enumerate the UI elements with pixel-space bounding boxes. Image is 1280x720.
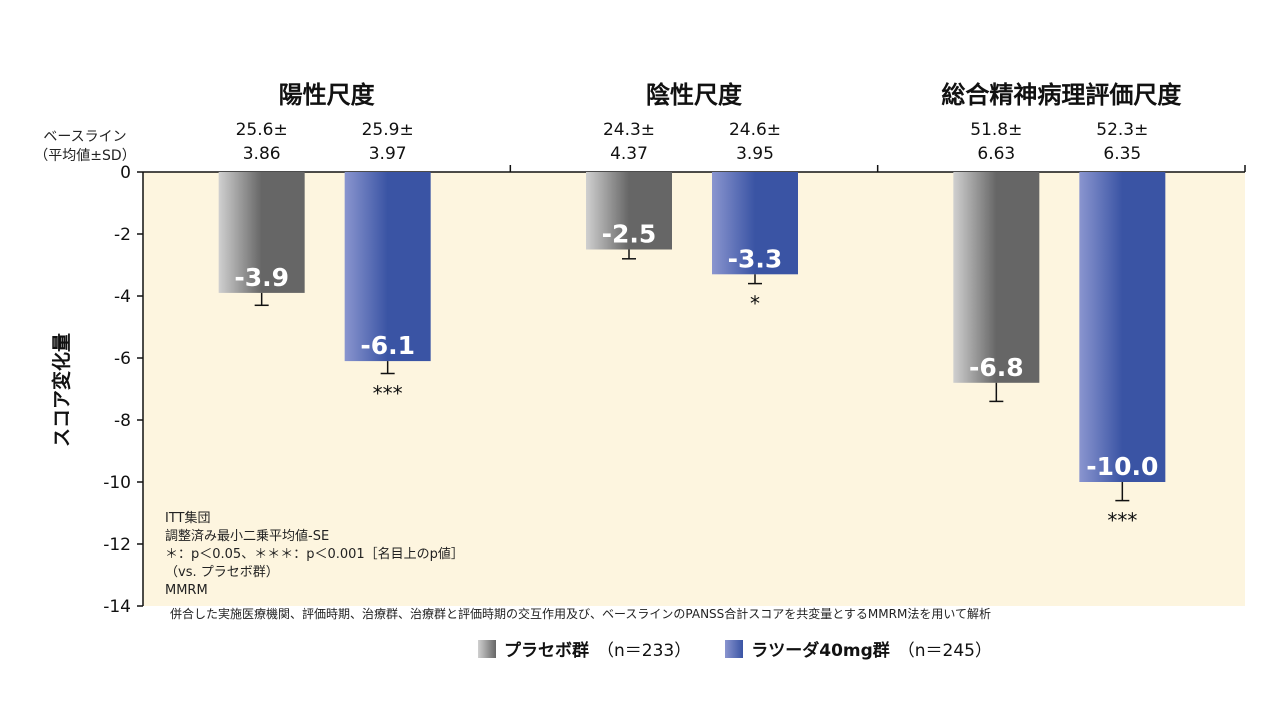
bar [586,172,672,250]
plot-background [143,172,1245,606]
baseline-value: 52.3± [1096,120,1148,140]
note-line: ＊：p＜0.05、＊＊＊：p＜0.001［名目上のp値］ [165,546,464,562]
baseline-sd: 3.95 [736,144,774,164]
legend-swatch-latuda [725,639,744,658]
significance-marker: *** [373,382,403,406]
note-line: ITT集団 [165,510,211,526]
legend-n: （n＝245） [897,641,993,661]
legend-label: ラツーダ40mg群 [751,641,890,661]
baseline-value: 25.9± [362,120,414,140]
bar [218,172,305,293]
y-tick-label: 0 [120,163,131,183]
y-axis-title: スコア変化量 [50,333,73,447]
note-line: MMRM [165,583,208,598]
group-title: 陽性尺度 [279,81,376,109]
footnote: 併合した実施医療機関、評価時期、治療群、治療群と評価時期の交互作用及び、ベースラ… [170,606,991,621]
significance-marker: *** [1107,509,1137,533]
bar [953,172,1040,383]
significance-marker: * [750,292,760,316]
notes-block: ITT集団 調整済み最小二乗平均値-SE ＊：p＜0.05、＊＊＊：p＜0.00… [165,510,464,598]
y-tick-label: -4 [114,287,131,307]
bar [1079,172,1166,482]
bar [712,172,798,275]
y-tick-label: -10 [103,473,131,493]
baseline-header-line1: ベースライン [43,129,126,145]
baseline-sd: 6.63 [977,144,1015,164]
baseline-value: 24.6± [729,120,781,140]
baseline-sd: 4.37 [610,144,648,164]
bar [344,172,431,362]
baseline-sd: 6.35 [1103,144,1141,164]
bar-value-label: -2.5 [602,220,657,249]
legend-n: （n＝233） [597,641,692,661]
baseline-value: 25.6± [236,120,288,140]
bar-value-label: -6.1 [360,331,415,360]
group-title: 陰性尺度 [646,81,743,109]
group-title: 総合精神病理評価尺度 [941,81,1182,109]
bar-value-label: -10.0 [1086,452,1158,481]
legend-item-placebo: プラセボ群 （n＝233） [478,636,691,661]
y-tick-label: -12 [103,535,131,555]
baseline-sd: 3.97 [369,144,407,164]
legend-swatch-placebo [478,639,496,658]
y-tick-label: -8 [114,411,131,431]
note-line: 調整済み最小二乗平均値-SE [165,528,329,544]
y-tick-label: -6 [114,349,131,369]
baseline-sd: 3.86 [243,144,281,164]
baseline-value: 51.8± [970,120,1022,140]
bar-value-label: -6.8 [969,353,1024,382]
baseline-header-line2: （平均値±SD） [34,148,135,164]
y-tick-label: -14 [103,597,131,617]
bar-value-label: -3.9 [234,263,289,292]
y-tick-label: -2 [114,225,131,245]
legend: プラセボ群 （n＝233） ラツーダ40mg群 （n＝245） [478,636,1026,661]
note-line: （vs. プラセボ群） [165,565,279,580]
bar-value-label: -3.3 [728,244,783,273]
legend-label: プラセボ群 [504,641,589,661]
baseline-value: 24.3± [603,120,655,140]
legend-item-latuda: ラツーダ40mg群 （n＝245） [725,636,992,661]
